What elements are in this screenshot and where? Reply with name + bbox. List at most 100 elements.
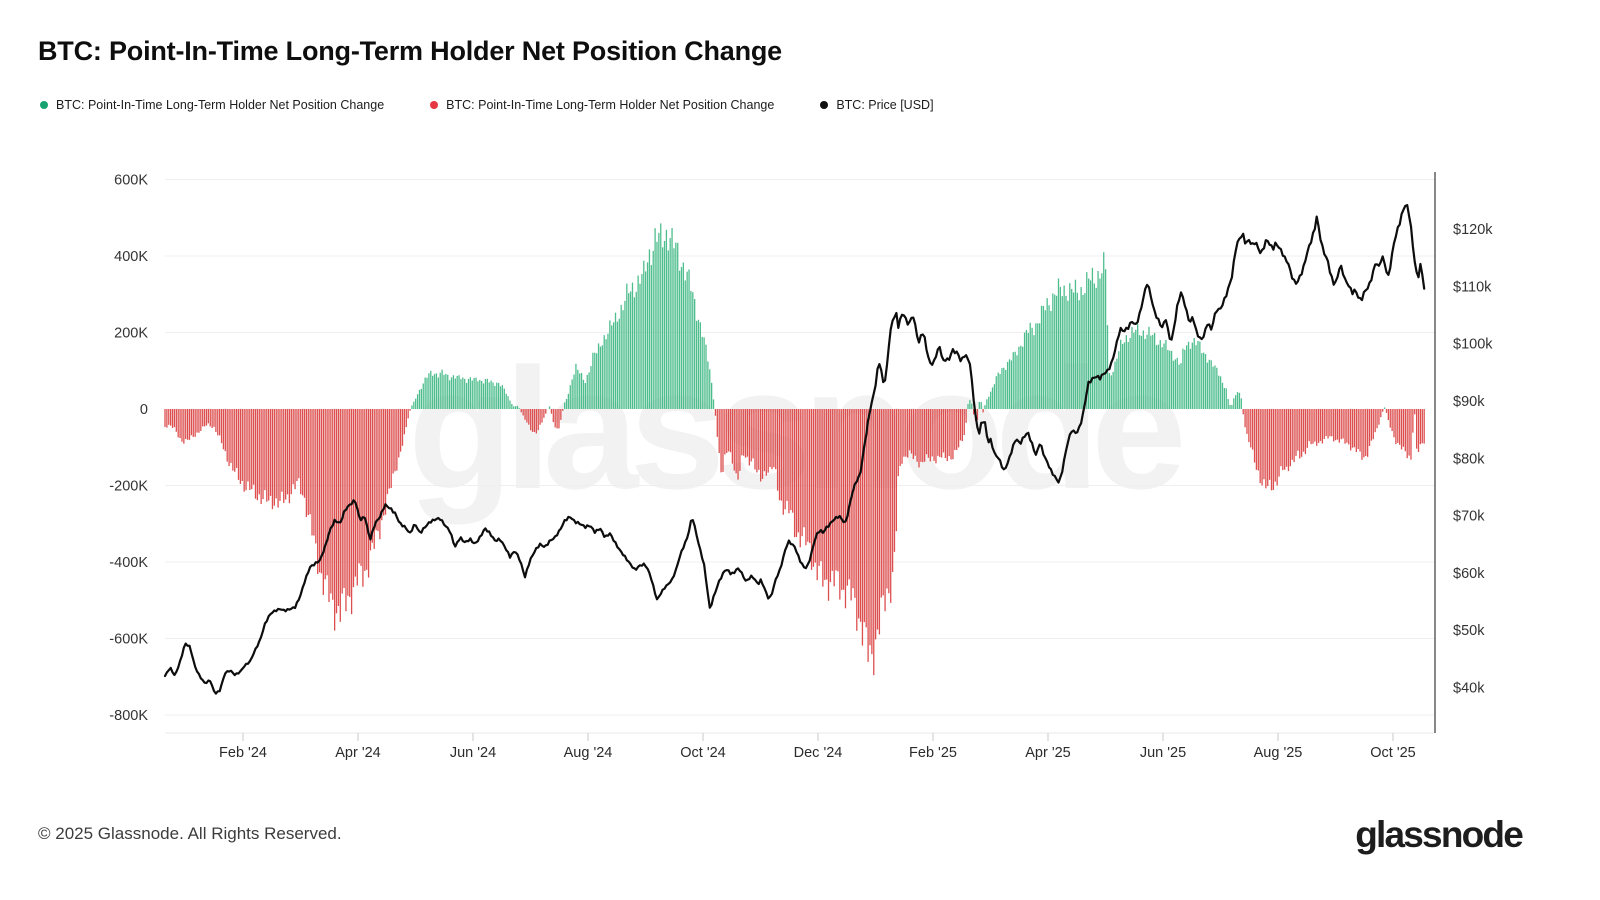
net-position-bar-negative (801, 409, 803, 537)
net-position-bar-positive (469, 377, 472, 409)
net-position-bar-negative (535, 409, 537, 434)
net-position-bar-negative (812, 409, 815, 567)
net-position-bar-negative (350, 409, 353, 615)
net-position-bar-positive (1225, 388, 1227, 409)
net-position-bar-negative (371, 409, 373, 543)
net-position-bar-positive (486, 378, 488, 409)
net-position-bar-positive (1089, 280, 1092, 409)
net-position-bar-negative (807, 409, 809, 542)
net-position-bar-negative (339, 409, 341, 622)
net-position-bar-positive (1187, 341, 1190, 409)
net-position-bar-positive (1131, 327, 1133, 409)
net-position-bar-positive (654, 228, 656, 409)
net-position-bar-negative (1397, 409, 1399, 443)
net-position-bar-negative (390, 409, 392, 489)
net-position-bar-negative (816, 409, 818, 581)
legend-item-btc-price[interactable]: BTC: Price [USD] (820, 98, 934, 112)
net-position-bar-positive (450, 377, 453, 409)
net-position-bar-negative (407, 409, 409, 419)
net-position-bar-positive (1082, 294, 1084, 409)
net-position-bar-positive (988, 396, 990, 409)
net-position-bar-negative (1250, 409, 1252, 448)
net-position-bar-negative (560, 409, 562, 420)
net-position-bar-negative (230, 409, 232, 463)
net-position-bar-negative (298, 409, 300, 479)
net-position-bar-negative (846, 409, 849, 586)
net-position-bar-negative (788, 409, 790, 514)
net-position-bar-positive (1018, 346, 1020, 409)
net-position-bar-positive (707, 361, 709, 409)
net-position-bar-negative (239, 409, 242, 484)
legend-item-net-position-positive[interactable]: BTC: Point-In-Time Long-Term Holder Net … (40, 98, 384, 112)
net-position-bar-negative (1406, 409, 1408, 459)
net-position-bar-negative (254, 409, 257, 499)
net-position-bar-positive (1193, 338, 1195, 409)
net-position-bar-negative (959, 409, 962, 441)
net-position-bar-negative (1361, 409, 1363, 460)
net-position-bar-negative (1312, 409, 1314, 444)
net-position-bar-negative (1306, 409, 1308, 448)
net-position-bar-positive (622, 310, 624, 409)
net-position-bar-positive (1176, 357, 1178, 409)
net-position-bar-negative (205, 409, 208, 426)
net-position-bar-negative (1267, 409, 1269, 486)
net-position-bar-negative (1421, 409, 1423, 444)
net-position-bar-positive (1006, 361, 1009, 409)
net-position-bar-negative (1336, 409, 1339, 440)
glassnode-logo: glassnode (1355, 814, 1524, 855)
net-position-bar-negative (916, 409, 918, 462)
net-position-bar-positive (513, 406, 515, 409)
net-position-bar-positive (1080, 287, 1082, 409)
net-position-bar-negative (1357, 409, 1359, 450)
net-position-bar-negative (386, 409, 389, 495)
net-position-bar-negative (554, 409, 556, 428)
net-position-bar-positive (682, 262, 685, 409)
net-position-bar-positive (1067, 300, 1069, 409)
net-position-bar-negative (262, 409, 264, 500)
x-axis-label: Aug '25 (1254, 745, 1303, 761)
net-position-bar-positive (443, 374, 445, 409)
black-dot-icon (820, 101, 829, 109)
x-axis-label: Apr '24 (335, 745, 381, 761)
net-position-bar-negative (1248, 409, 1250, 443)
net-position-bar-negative (269, 409, 272, 496)
net-position-bar-positive (563, 402, 566, 409)
net-position-bar-positive (1052, 293, 1054, 409)
net-position-bar-negative (220, 409, 223, 444)
legend: BTC: Point-In-Time Long-Term Holder Net … (40, 98, 934, 112)
net-position-bar-negative (886, 409, 888, 589)
net-position-bar-negative (164, 409, 166, 427)
net-position-bar-positive (1003, 367, 1005, 409)
net-position-bar-positive (1159, 340, 1161, 409)
net-position-bar-positive (695, 320, 698, 409)
legend-item-net-position-negative[interactable]: BTC: Point-In-Time Long-Term Holder Net … (430, 98, 774, 112)
net-position-bar-positive (1174, 359, 1177, 409)
net-position-bar-positive (1383, 407, 1386, 409)
net-position-bar-positive (986, 399, 988, 409)
net-position-bar-negative (296, 409, 298, 482)
net-position-bar-positive (416, 394, 419, 409)
net-position-bar-negative (784, 409, 786, 510)
net-position-bar-positive (1023, 332, 1026, 409)
net-position-bar-negative (1391, 409, 1393, 431)
net-position-bar-negative (874, 409, 877, 640)
net-position-bar-negative (895, 409, 898, 532)
net-position-bar-negative (1363, 409, 1365, 458)
net-position-bar-positive (428, 373, 430, 409)
net-position-bar-negative (202, 409, 204, 427)
net-position-bar-negative (226, 409, 228, 462)
net-position-bar-negative (873, 409, 875, 676)
net-position-bar-negative (1274, 409, 1276, 482)
net-position-bar-positive (1097, 271, 1099, 409)
net-position-bar-negative (522, 409, 524, 416)
net-position-bar-positive (516, 405, 519, 409)
net-position-bar-positive (660, 223, 662, 409)
net-position-bar-negative (290, 409, 292, 495)
net-position-bar-positive (603, 335, 605, 409)
net-position-bar-positive (418, 389, 421, 409)
net-position-bar-negative (558, 409, 560, 429)
net-position-bar-positive (626, 283, 628, 409)
net-position-bar-positive (1063, 285, 1065, 409)
net-position-bar-positive (1212, 366, 1214, 409)
